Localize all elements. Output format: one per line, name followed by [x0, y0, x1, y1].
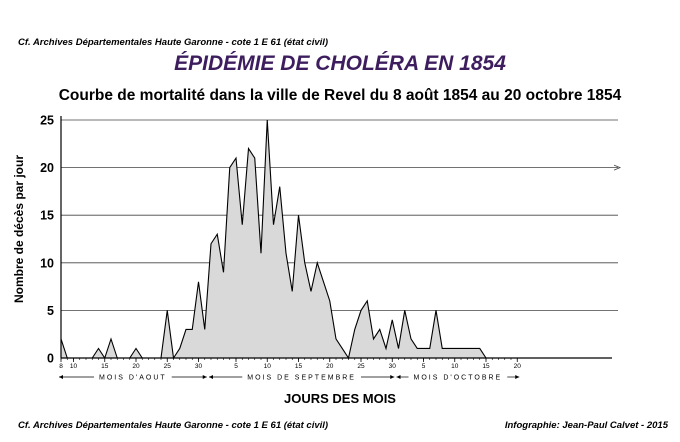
- x-tick-label: 15: [295, 363, 303, 370]
- y-tick-label: 20: [40, 161, 54, 175]
- x-tick-label: 20: [326, 363, 334, 370]
- series-area: [61, 120, 518, 358]
- x-tick-label: 10: [451, 363, 459, 370]
- y-tick-label: 5: [47, 304, 54, 318]
- chart-subtitle: Courbe de mortalité dans la ville de Rev…: [58, 87, 622, 104]
- series-line: [60, 119, 518, 360]
- x-tick-label: 25: [357, 363, 365, 370]
- month-range-arrow-right: [515, 375, 520, 379]
- gridline-arrow: [613, 164, 622, 171]
- month-range-label: MOIS D'AOUT: [99, 375, 167, 382]
- y-tick-label: 10: [40, 256, 54, 270]
- x-tick-label: 5: [234, 363, 238, 370]
- y-tick-label: 15: [40, 209, 54, 223]
- x-tick-label: 25: [164, 363, 172, 370]
- x-tick-label: 8: [59, 363, 63, 370]
- y-tick-label: 25: [40, 114, 54, 128]
- x-tick-label: 20: [514, 363, 522, 370]
- month-range-arrow-right: [390, 375, 395, 379]
- infographic-credit: Infographie: Jean-Paul Calvet - 2015: [504, 420, 668, 431]
- month-range-arrow-left: [396, 375, 401, 379]
- x-tick-label: 15: [482, 363, 490, 370]
- month-range-label: MOIS D'OCTOBRE: [414, 375, 503, 382]
- x-tick-label: 20: [132, 363, 140, 370]
- source-note-top: Cf. Archives Départementales Haute Garon…: [18, 37, 329, 48]
- source-note-bottom: Cf. Archives Départementales Haute Garon…: [18, 420, 329, 431]
- chart-title: ÉPIDÉMIE DE CHOLÉRA EN 1854: [174, 52, 506, 75]
- y-tick-label: 0: [47, 352, 54, 366]
- x-tick-label: 5: [422, 363, 426, 370]
- x-tick-label: 10: [264, 363, 272, 370]
- x-tick-label: 30: [389, 363, 397, 370]
- month-range-arrow-right: [202, 375, 207, 379]
- month-range-arrow-left: [59, 375, 63, 379]
- month-range-label: MOIS DE SEPTEMBRE: [247, 375, 356, 382]
- x-tick-label: 10: [70, 363, 78, 370]
- month-range-arrow-left: [209, 375, 213, 379]
- x-tick-label: 15: [101, 363, 109, 370]
- x-axis-label: JOURS DES MOIS: [284, 391, 396, 406]
- x-tick-label: 30: [195, 363, 203, 370]
